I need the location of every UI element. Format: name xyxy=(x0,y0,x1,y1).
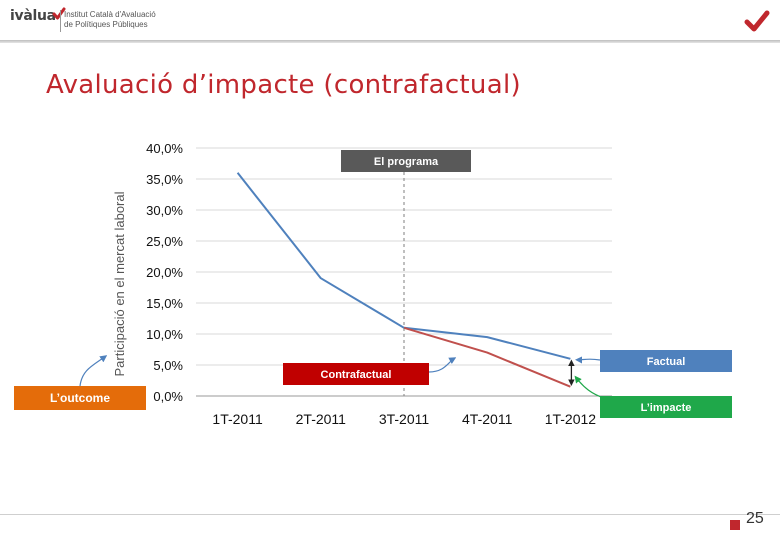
impacte-box-bg xyxy=(600,396,732,418)
page-number: 25 xyxy=(746,510,764,527)
factual-box-label: Factual xyxy=(647,356,686,368)
y-tick-label: 30,0% xyxy=(146,203,183,218)
y-tick-label: 5,0% xyxy=(153,358,183,373)
programa-box-bg xyxy=(341,150,471,172)
x-tick-label: 1T-2012 xyxy=(545,411,597,427)
corner-check-icon xyxy=(744,10,770,32)
outcome-box-bg xyxy=(14,386,146,410)
logo-institute-name: Institut Català d'Avaluació de Polítique… xyxy=(64,10,156,30)
logo-wordmark: ivàlua xyxy=(10,8,56,24)
impacte-box-label: L’impacte xyxy=(641,402,692,414)
slide-title: Avaluació d’impacte (contrafactual) xyxy=(46,70,521,100)
impacte-box: L’impacte xyxy=(600,396,732,418)
logo-check-icon xyxy=(52,7,66,20)
contrafactual-box: Contrafactual xyxy=(283,363,429,385)
y-tick-label: 10,0% xyxy=(146,327,183,342)
outcome-arrow xyxy=(79,355,108,387)
x-tick-label: 1T-2011 xyxy=(212,411,263,427)
y-tick-label: 20,0% xyxy=(146,265,183,280)
x-tick-label: 4T-2011 xyxy=(462,411,513,427)
footer-divider xyxy=(0,514,780,515)
logo-line-1: Institut Català d'Avaluació xyxy=(64,10,156,19)
y-axis-label: Participació en el mercat laboral xyxy=(112,191,127,376)
slide-header: ivàlua Institut Català d'Avaluació de Po… xyxy=(0,0,780,44)
x-tick-label: 2T-2011 xyxy=(296,411,347,427)
contrafactual-box-label: Contrafactual xyxy=(321,369,392,381)
programa-box: El programa xyxy=(341,150,471,172)
series-line-1 xyxy=(403,326,571,388)
y-tick-label: 0,0% xyxy=(153,389,183,404)
impacte-arrow xyxy=(574,375,605,399)
y-tick-label: 40,0% xyxy=(146,141,183,156)
factual-box: Factual xyxy=(600,350,732,372)
y-tick-label: 25,0% xyxy=(146,234,183,249)
logo-separator xyxy=(60,10,61,32)
page-marker-icon xyxy=(730,520,740,530)
x-tick-label: 3T-2011 xyxy=(379,411,430,427)
factual-arrow xyxy=(574,356,601,364)
y-tick-label: 35,0% xyxy=(146,172,183,187)
contrafactual-box-bg xyxy=(283,363,429,385)
contrafactual-arrow xyxy=(428,357,457,373)
y-tick-label: 15,0% xyxy=(146,296,183,311)
factual-box-bg xyxy=(600,350,732,372)
logo-line-2: de Polítiques Públiques xyxy=(64,20,148,29)
outcome-box-label: L’outcome xyxy=(50,391,110,405)
header-divider xyxy=(0,40,780,43)
outcome-box: L’outcome xyxy=(14,386,146,410)
programa-box-label: El programa xyxy=(374,156,439,168)
